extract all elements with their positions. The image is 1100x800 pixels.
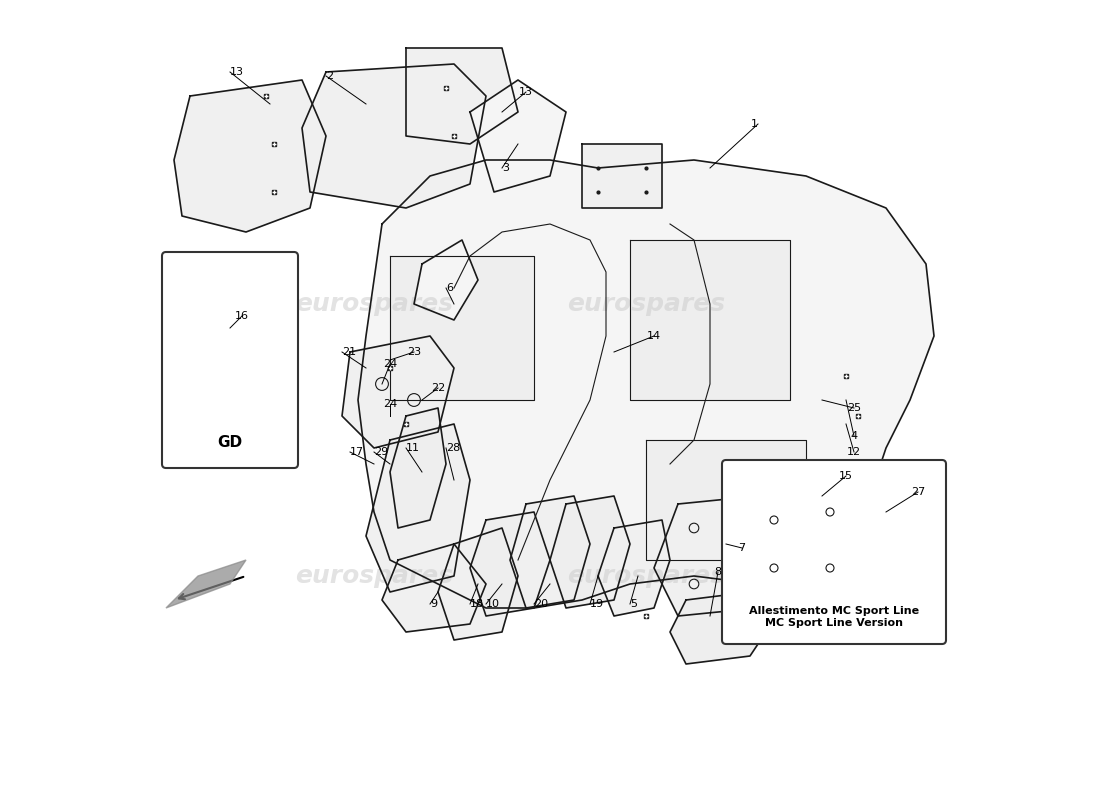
Polygon shape <box>470 512 550 616</box>
Text: 1: 1 <box>751 119 758 129</box>
Polygon shape <box>654 496 774 616</box>
FancyBboxPatch shape <box>162 252 298 468</box>
Text: 10: 10 <box>486 599 500 609</box>
Text: 6: 6 <box>446 283 453 293</box>
FancyBboxPatch shape <box>722 460 946 644</box>
Text: 3: 3 <box>502 163 509 173</box>
Text: 13: 13 <box>519 87 534 97</box>
Polygon shape <box>342 336 454 448</box>
Polygon shape <box>174 80 326 232</box>
Polygon shape <box>390 408 446 528</box>
Text: 19: 19 <box>590 599 604 609</box>
Polygon shape <box>582 144 662 208</box>
Text: 15: 15 <box>839 471 853 481</box>
Polygon shape <box>190 288 262 416</box>
Polygon shape <box>366 424 470 592</box>
Text: 24: 24 <box>383 399 397 409</box>
Polygon shape <box>670 592 766 664</box>
Polygon shape <box>170 280 214 392</box>
Text: 9: 9 <box>430 599 437 609</box>
Text: 20: 20 <box>534 599 548 609</box>
Polygon shape <box>166 560 246 608</box>
Text: eurospares: eurospares <box>566 292 725 316</box>
Text: 29: 29 <box>374 447 388 457</box>
Polygon shape <box>358 160 934 608</box>
Text: Allestimento MC Sport Line
MC Sport Line Version: Allestimento MC Sport Line MC Sport Line… <box>749 606 920 628</box>
Polygon shape <box>438 528 518 640</box>
Polygon shape <box>414 240 478 320</box>
Polygon shape <box>646 440 806 560</box>
Text: 24: 24 <box>383 359 397 369</box>
Text: eurospares: eurospares <box>295 292 453 316</box>
Text: 28: 28 <box>446 443 460 453</box>
Text: 5: 5 <box>630 599 637 609</box>
Text: 27: 27 <box>911 487 925 497</box>
Text: 22: 22 <box>431 383 446 393</box>
Polygon shape <box>382 544 486 632</box>
Polygon shape <box>406 48 518 144</box>
Text: eurospares: eurospares <box>566 564 725 588</box>
Text: 12: 12 <box>847 447 861 457</box>
Polygon shape <box>390 256 534 400</box>
Text: 25: 25 <box>847 403 861 413</box>
Text: 16: 16 <box>235 311 249 321</box>
Text: 23: 23 <box>407 347 421 357</box>
Polygon shape <box>302 64 486 208</box>
Polygon shape <box>550 496 630 608</box>
Polygon shape <box>510 496 590 608</box>
Text: 13: 13 <box>230 67 244 77</box>
Text: 14: 14 <box>647 331 661 341</box>
Text: eurospares: eurospares <box>295 564 453 588</box>
Text: 6: 6 <box>231 275 238 285</box>
Text: 18: 18 <box>470 599 484 609</box>
Polygon shape <box>470 80 566 192</box>
Text: 21: 21 <box>342 347 356 357</box>
Text: 2: 2 <box>326 71 333 81</box>
Polygon shape <box>598 520 670 616</box>
Polygon shape <box>750 480 870 600</box>
Text: 7: 7 <box>738 543 746 553</box>
Text: 4: 4 <box>850 431 858 441</box>
Text: GD: GD <box>218 434 243 450</box>
Text: 11: 11 <box>406 443 420 453</box>
Text: 16: 16 <box>228 307 241 317</box>
Polygon shape <box>630 240 790 400</box>
Text: 17: 17 <box>350 447 364 457</box>
Text: 8: 8 <box>714 567 722 577</box>
